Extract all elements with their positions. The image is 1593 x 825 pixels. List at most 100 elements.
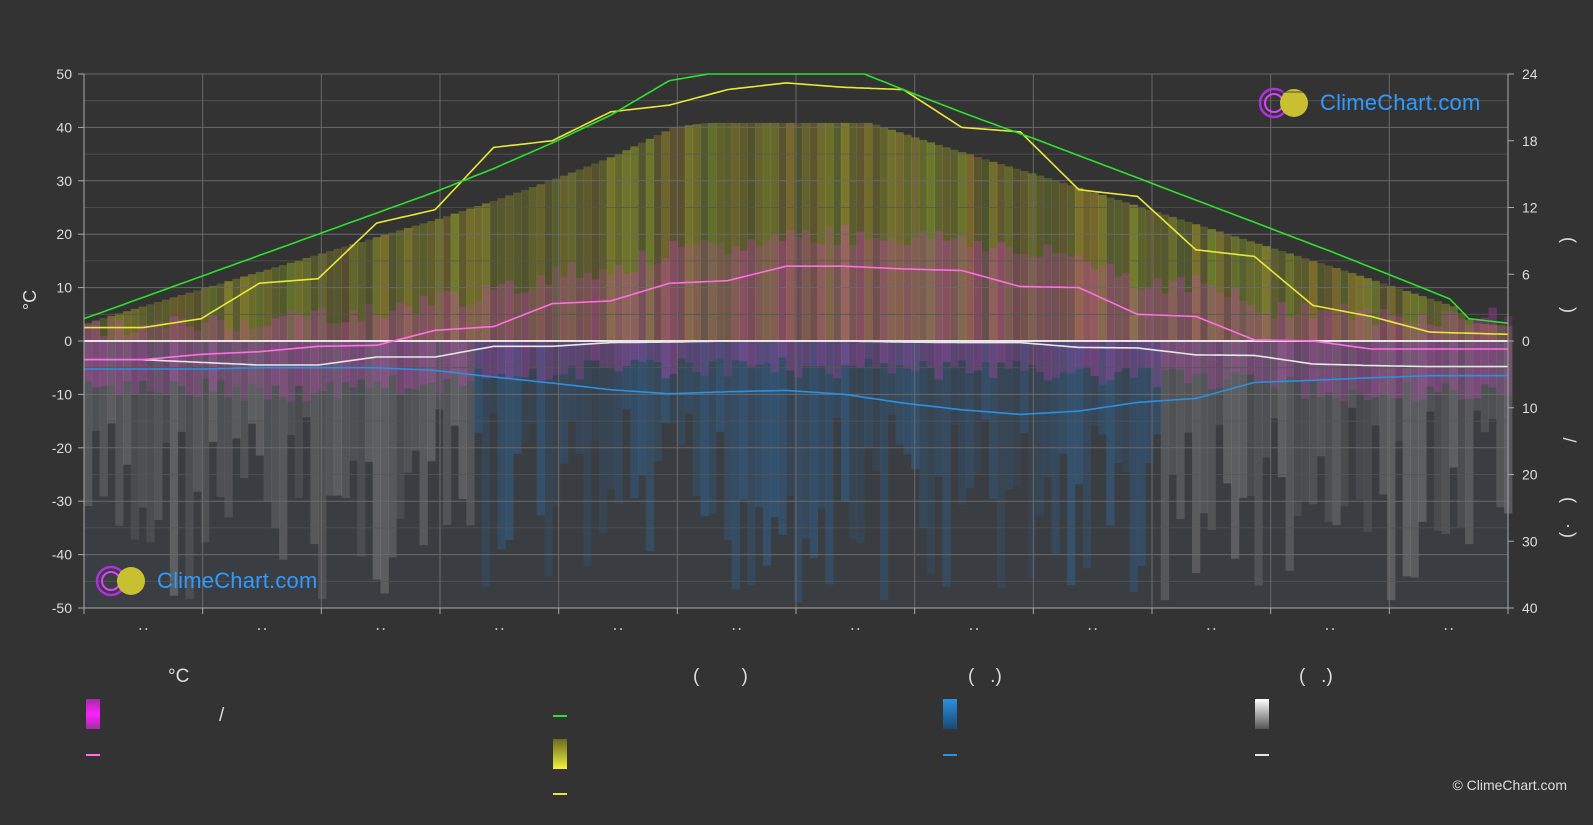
sunshine-day-bar (442, 216, 452, 341)
precip-day-bar (817, 341, 826, 509)
precip-day-bar (1480, 341, 1489, 433)
precip-day-bar (981, 341, 990, 420)
precip-day-bar (123, 341, 132, 465)
precip-day-bar (1028, 341, 1037, 579)
sunshine-day-bar (1394, 288, 1404, 341)
precip-day-bar (403, 341, 413, 473)
right-tick-mm: 10 (1522, 400, 1538, 416)
precip-day-bar (786, 341, 795, 496)
sunshine-day-bar (1035, 175, 1045, 341)
precip-day-bar (513, 341, 522, 454)
sunshine-day-bar (341, 246, 350, 341)
precip-day-bar (185, 341, 194, 600)
month-tick-dot (614, 628, 616, 630)
temp-range-bar (1160, 293, 1170, 370)
sunshine-day-bar (872, 124, 881, 341)
sunshine-day-bar (856, 122, 865, 342)
sunshine-day-bar (1004, 166, 1013, 341)
temp-range-bar (786, 230, 795, 371)
precip-day-bar (708, 341, 717, 514)
temp-range-bar (411, 314, 420, 390)
temp-range-bar (232, 331, 241, 387)
precip-day-bar (950, 341, 959, 425)
precip-day-bar (1348, 341, 1357, 408)
legend-swatch-daylight (553, 715, 567, 717)
temp-range-bar (1192, 275, 1201, 375)
sunshine-day-bar (1020, 171, 1029, 341)
temp-range-bar (934, 230, 943, 380)
legend-swatch-snow-avg (1255, 754, 1269, 756)
sunshine-day-bar (965, 154, 974, 341)
temp-range-bar (1387, 316, 1396, 399)
precip-day-bar (357, 341, 366, 557)
sunshine-day-bar (973, 157, 982, 341)
precip-day-bar (1160, 341, 1170, 601)
temp-range-bar (84, 323, 93, 382)
legend-temp-range-label: / (219, 705, 225, 726)
temp-range-bar (770, 234, 779, 373)
precip-day-bar (965, 341, 974, 489)
sunshine-day-bar (91, 320, 101, 341)
temp-range-bar (669, 240, 678, 375)
sunshine-day-bar (996, 164, 1006, 341)
left-tick-label: 20 (56, 226, 72, 242)
temp-range-bar (708, 242, 717, 362)
precip-day-bar (411, 341, 420, 451)
sunshine-day-bar (1277, 251, 1287, 341)
precip-day-bar (1082, 341, 1092, 569)
right-tick-mm: 20 (1522, 467, 1538, 483)
month-tick-dot (264, 628, 266, 630)
precip-day-bar (552, 341, 561, 507)
logo-text: ClimeChart.com (1320, 90, 1481, 115)
sunshine-day-bar (840, 122, 850, 342)
temp-range-bar (489, 289, 498, 378)
precip-day-bar (973, 341, 982, 474)
precip-day-bar (442, 341, 452, 526)
precip-day-bar (755, 341, 764, 508)
month-tick-dot (732, 628, 735, 630)
precip-day-bar (591, 341, 600, 441)
month-tick-dot (1450, 628, 1453, 630)
temp-range-bar (1371, 325, 1380, 398)
temp-range-bar (552, 265, 561, 376)
temp-range-bar (1410, 323, 1419, 401)
sunshine-day-bar (1418, 296, 1427, 341)
temp-range-bar (692, 244, 701, 372)
sunshine-day-bar (934, 144, 943, 341)
temp-range-bar (1153, 278, 1162, 387)
month-tick-dot (139, 628, 142, 630)
sunshine-day-bar (1449, 306, 1458, 341)
sunshine-day-bar (989, 161, 998, 341)
temp-range-bar (341, 322, 350, 383)
right-tick-hours: 12 (1522, 200, 1538, 216)
left-tick-label: 0 (64, 333, 72, 349)
sunshine-day-bar (364, 239, 374, 341)
temp-range-bar (630, 271, 639, 360)
precip-day-bar (232, 341, 241, 439)
precip-day-bar (630, 341, 639, 499)
precip-day-bar (466, 341, 475, 526)
precip-day-bar (193, 341, 202, 492)
temp-range-bar (700, 239, 709, 376)
legend-swatch-sunshine (553, 739, 567, 769)
sunshine-day-bar (731, 122, 740, 342)
sunshine-day-bar (474, 206, 483, 341)
precip-day-bar (731, 341, 740, 590)
temp-range-bar (458, 307, 467, 386)
temp-range-bar (505, 280, 514, 379)
precip-day-bar (388, 341, 397, 558)
sunshine-day-bar (1043, 178, 1052, 341)
sunshine-day-bar (825, 122, 834, 342)
temp-range-bar (794, 237, 803, 378)
temp-range-bar (1270, 318, 1279, 388)
precip-day-bar (372, 341, 381, 580)
temp-range-bar (1199, 282, 1209, 374)
precip-day-bar (544, 341, 553, 577)
sunshine-day-bar (786, 122, 795, 342)
precip-day-bar (294, 341, 303, 498)
temp-range-bar (146, 323, 155, 392)
sunshine-day-bar (1309, 260, 1318, 341)
sunshine-day-bar (208, 285, 218, 341)
precip-day-bar (622, 341, 631, 410)
precip-day-bar (794, 341, 803, 603)
